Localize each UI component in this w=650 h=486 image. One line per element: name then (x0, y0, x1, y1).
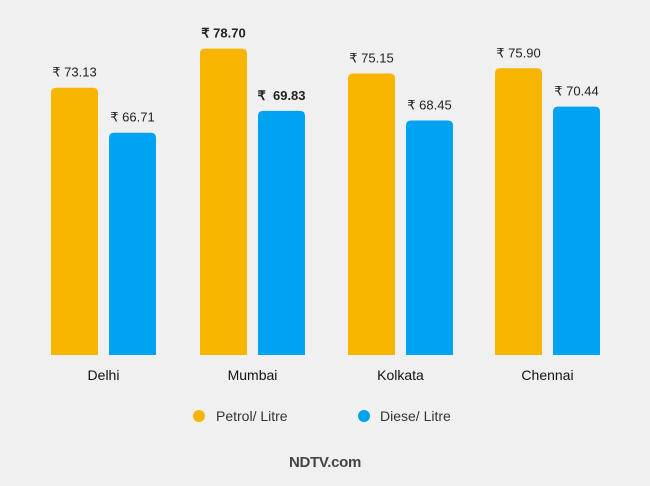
legend: Petrol/ Litre Diese/ Litre (193, 408, 451, 424)
value-label-chennai-petrol: ₹ 75.90 (496, 45, 540, 60)
legend-marker-petrol (193, 410, 205, 422)
bar-delhi-diesel (109, 132, 156, 355)
bar-chennai-petrol (495, 68, 542, 355)
bar-kolkata-petrol (348, 73, 395, 356)
legend-marker-diesel (358, 410, 370, 422)
bar-kolkata-diesel (406, 120, 453, 355)
value-labels: ₹ 73.13 ₹ 66.71 ₹ 78.70 ₹ 69.83 ₹ 75.15 ₹ 68.… (52, 26, 598, 125)
bar-mumbai-petrol (200, 48, 247, 356)
bar-delhi-petrol (51, 87, 98, 355)
value-label-kolkata-petrol: ₹ 75.15 (349, 51, 393, 66)
value-label-mumbai-diesel: ₹ 69.83 (257, 88, 305, 103)
value-label-delhi-diesel: ₹ 66.71 (110, 110, 154, 125)
bar-mumbai-diesel (258, 110, 305, 355)
legend-label-diesel: Diese/ Litre (380, 408, 451, 424)
category-label-kolkata: Kolkata (377, 367, 424, 383)
value-label-mumbai-petrol: ₹ 78.70 (201, 26, 245, 41)
value-label-delhi-petrol: ₹ 73.13 (52, 65, 96, 80)
value-label-kolkata-diesel: ₹ 68.45 (407, 98, 451, 113)
category-labels: Delhi Mumbai Kolkata Chennai (88, 367, 574, 383)
legend-label-petrol: Petrol/ Litre (216, 408, 288, 424)
bar-chennai-diesel (553, 106, 600, 355)
bars (51, 48, 600, 356)
brand-logo-text: NDTV.com (289, 454, 361, 471)
value-label-chennai-diesel: ₹ 70.44 (554, 84, 598, 99)
category-label-mumbai: Mumbai (228, 367, 278, 383)
category-label-chennai: Chennai (521, 367, 573, 383)
category-label-delhi: Delhi (88, 367, 120, 383)
